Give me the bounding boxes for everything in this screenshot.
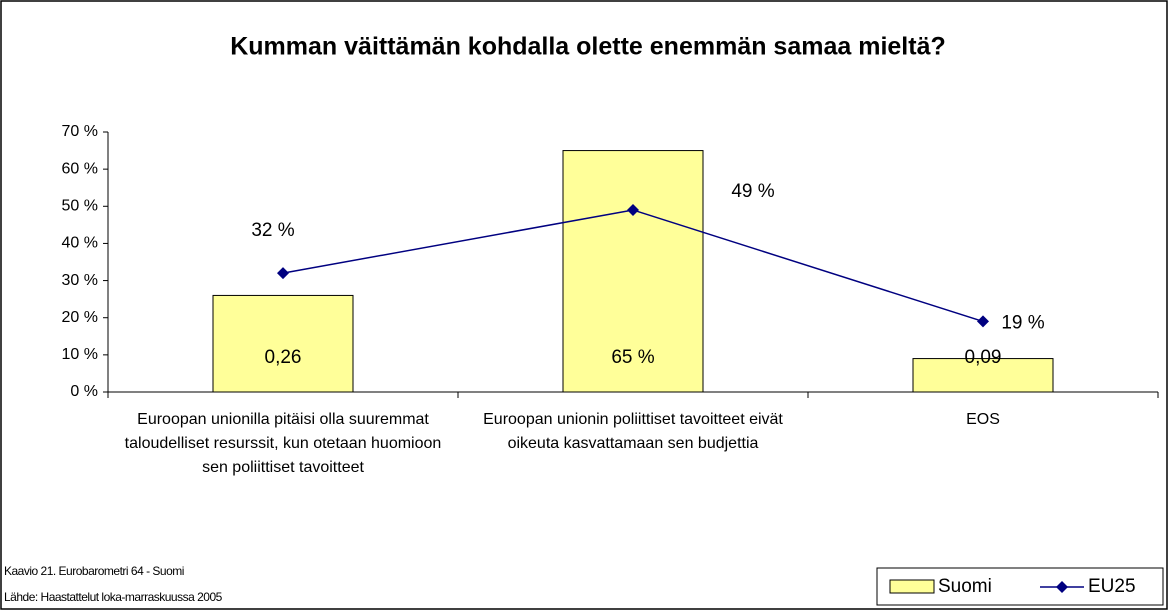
data-label: 32 %	[251, 220, 294, 241]
y-tick-label: 30 %	[62, 272, 98, 289]
data-label: 49 %	[731, 181, 774, 202]
x-tick-label: EOS	[966, 411, 1000, 428]
y-tick-label: 10 %	[62, 346, 98, 363]
marker	[977, 315, 989, 328]
y-tick-label: 70 %	[62, 123, 98, 140]
data-label: 0,09	[965, 347, 1002, 368]
note: Kaavio 21. Eurobarometri 64 - Suomi	[4, 564, 184, 578]
legend-swatch	[1056, 581, 1068, 593]
y-tick-label: 50 %	[62, 198, 98, 215]
legend-swatch	[889, 579, 935, 594]
data-label: 65 %	[611, 347, 654, 368]
bar	[562, 150, 704, 393]
legend-label: Suomi	[938, 576, 992, 597]
x-tick-label: Euroopan unionin poliittiset tavoitteet …	[483, 411, 783, 452]
bar	[912, 358, 1054, 393]
note: Lähde: Haastattelut loka-marraskuussa 20…	[4, 590, 222, 604]
bar	[212, 294, 354, 393]
y-tick-label: 40 %	[62, 235, 98, 252]
x-tick-label: Euroopan unionilla pitäisi olla suuremma…	[124, 411, 442, 476]
y-tick-label: 60 %	[62, 160, 98, 177]
legend-label: EU25	[1088, 576, 1136, 597]
data-label: 19 %	[1001, 312, 1044, 333]
marker	[627, 204, 639, 216]
y-tick-label: 20 %	[62, 309, 98, 326]
marker	[277, 267, 289, 280]
chart-title: Kumman väittämän kohdalla olette enemmän…	[230, 33, 946, 61]
data-label: 0,26	[265, 347, 302, 368]
y-tick-label: 0 %	[70, 383, 98, 400]
